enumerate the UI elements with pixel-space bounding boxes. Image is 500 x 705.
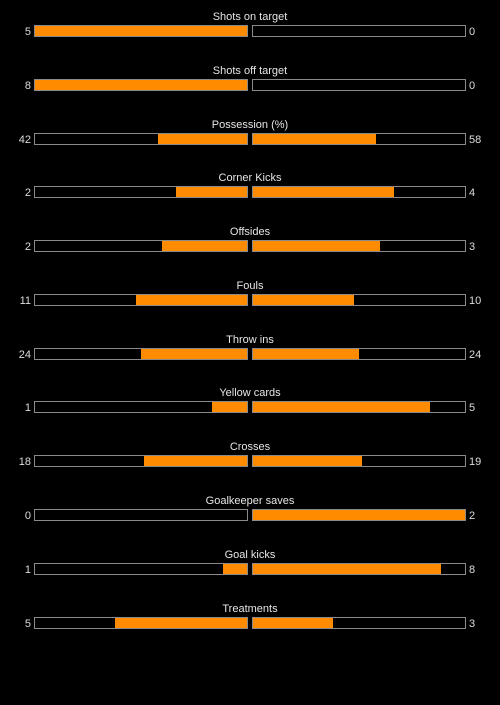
away-value: 2: [469, 510, 476, 522]
away-value: 0: [469, 80, 476, 92]
away-bar-fill: [253, 402, 430, 412]
home-bar-fill: [135, 295, 247, 305]
away-bar: [252, 563, 466, 575]
away-value: 4: [469, 187, 476, 199]
home-value: 2: [24, 187, 31, 199]
away-bar: [252, 401, 466, 413]
home-value: 1: [24, 402, 31, 414]
home-value: 5: [24, 26, 31, 38]
away-value: 10: [469, 295, 482, 307]
home-bar-fill: [35, 26, 247, 36]
stat-label: Shots on target: [212, 11, 288, 23]
away-bar-fill: [253, 241, 381, 251]
stat-row-shots-on-target: Shots on target 5 0: [0, 11, 500, 51]
away-bar-fill: [253, 456, 362, 466]
away-value: 19: [469, 456, 482, 468]
away-bar: [252, 509, 466, 521]
home-bar-fill: [114, 618, 247, 628]
stat-row-corner-kicks: Corner Kicks 2 4: [0, 172, 500, 212]
away-value: 8: [469, 564, 476, 576]
stat-label: Treatments: [222, 603, 278, 615]
away-bar-fill: [253, 187, 395, 197]
home-bar: [34, 186, 248, 198]
home-bar: [34, 401, 248, 413]
home-value: 11: [19, 295, 31, 307]
stat-label: Fouls: [236, 280, 264, 292]
home-bar: [34, 617, 248, 629]
stat-label: Goalkeeper saves: [205, 495, 295, 507]
away-bar: [252, 186, 466, 198]
stat-row-yellow-cards: Yellow cards 1 5: [0, 387, 500, 427]
away-bar-fill: [253, 510, 465, 520]
away-bar: [252, 617, 466, 629]
away-value: 58: [469, 134, 482, 146]
away-value: 3: [469, 618, 476, 630]
stat-label: Corner Kicks: [218, 172, 282, 184]
home-value: 18: [18, 456, 31, 468]
away-bar-fill: [253, 349, 359, 359]
stat-label: Shots off target: [212, 65, 288, 77]
stat-row-treatments: Treatments 5 3: [0, 603, 500, 643]
home-bar: [34, 133, 248, 145]
home-value: 24: [18, 349, 31, 361]
stat-label: Offsides: [229, 226, 271, 238]
away-bar: [252, 25, 466, 37]
stat-label: Yellow cards: [219, 387, 281, 399]
away-bar: [252, 133, 466, 145]
away-value: 0: [469, 26, 476, 38]
away-bar-fill: [253, 134, 376, 144]
home-bar-fill: [211, 402, 247, 412]
home-bar: [34, 348, 248, 360]
home-bar-fill: [157, 134, 247, 144]
home-bar: [34, 294, 248, 306]
away-bar: [252, 79, 466, 91]
home-value: 1: [24, 564, 31, 576]
home-bar-fill: [176, 187, 247, 197]
stat-row-goalkeeper-saves: Goalkeeper saves 0 2: [0, 495, 500, 535]
home-value: 42: [18, 134, 31, 146]
home-value: 5: [24, 618, 31, 630]
home-bar-fill: [141, 349, 247, 359]
home-bar: [34, 25, 248, 37]
home-bar: [34, 455, 248, 467]
home-bar: [34, 79, 248, 91]
stat-row-goal-kicks: Goal kicks 1 8: [0, 549, 500, 589]
away-bar: [252, 294, 466, 306]
away-value: 5: [469, 402, 476, 414]
stat-row-fouls: Fouls 11 10: [0, 280, 500, 320]
stat-row-throw-ins: Throw ins 24 24: [0, 334, 500, 374]
away-bar: [252, 240, 466, 252]
stat-row-crosses: Crosses 18 19: [0, 441, 500, 481]
home-bar-fill: [35, 80, 247, 90]
stat-row-possession: Possession (%) 42 58: [0, 119, 500, 159]
away-bar-fill: [253, 564, 442, 574]
home-bar: [34, 240, 248, 252]
home-bar: [34, 563, 248, 575]
stat-row-shots-off-target: Shots off target 8 0: [0, 65, 500, 105]
home-value: 8: [24, 80, 31, 92]
stat-label: Throw ins: [226, 334, 274, 346]
away-bar: [252, 348, 466, 360]
away-value: 3: [469, 241, 476, 253]
stat-label: Possession (%): [211, 119, 289, 131]
away-bar-fill: [253, 618, 333, 628]
home-bar: [34, 509, 248, 521]
stat-label: Crosses: [229, 441, 271, 453]
stat-label: Goal kicks: [224, 549, 276, 561]
away-value: 24: [469, 349, 482, 361]
home-value: 2: [24, 241, 31, 253]
away-bar-fill: [253, 295, 354, 305]
home-value: 0: [24, 510, 31, 522]
home-bar-fill: [162, 241, 247, 251]
home-bar-fill: [223, 564, 247, 574]
home-bar-fill: [143, 456, 247, 466]
away-bar: [252, 455, 466, 467]
stat-row-offsides: Offsides 2 3: [0, 226, 500, 266]
